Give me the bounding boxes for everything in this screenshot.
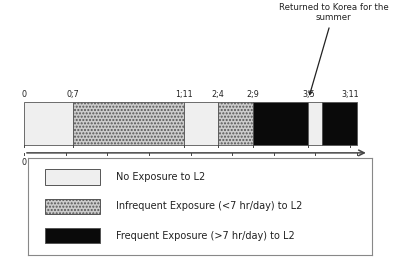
Bar [218,102,253,145]
Text: Frequent Exposure (>7 hr/day) to L2: Frequent Exposure (>7 hr/day) to L2 [116,231,294,241]
Bar [45,169,100,185]
Bar [253,102,308,145]
Text: Age: Age [180,171,200,181]
Text: 3;5: 3;5 [302,90,315,99]
Bar [45,228,100,244]
Bar [184,102,218,145]
Bar [24,102,72,145]
Text: 3: 3 [271,158,276,167]
Text: No Exposure to L2: No Exposure to L2 [116,172,205,182]
Text: 1: 1 [105,158,110,167]
Text: 2;9: 2;9 [246,90,259,99]
Text: 0;7: 0;7 [66,90,79,99]
Bar [72,102,184,145]
Text: Infrequent Exposure (<7 hr/day) to L2: Infrequent Exposure (<7 hr/day) to L2 [116,201,302,211]
Bar [322,102,357,145]
Text: 3;6: 3;6 [309,158,322,167]
Text: 2: 2 [188,158,193,167]
Text: 1;6: 1;6 [142,158,155,167]
Text: 3;11: 3;11 [341,90,359,99]
Bar [308,102,322,145]
Text: 2;6: 2;6 [226,158,238,167]
Text: Returned to Korea for the
summer: Returned to Korea for the summer [278,3,388,95]
Text: 0: 0 [22,90,26,99]
Text: 1;11: 1;11 [175,90,192,99]
Text: 0;6: 0;6 [59,158,72,167]
Text: 2;4: 2;4 [212,90,225,99]
Text: 4: 4 [354,158,360,167]
Text: 0: 0 [22,158,26,167]
Bar [45,199,100,214]
